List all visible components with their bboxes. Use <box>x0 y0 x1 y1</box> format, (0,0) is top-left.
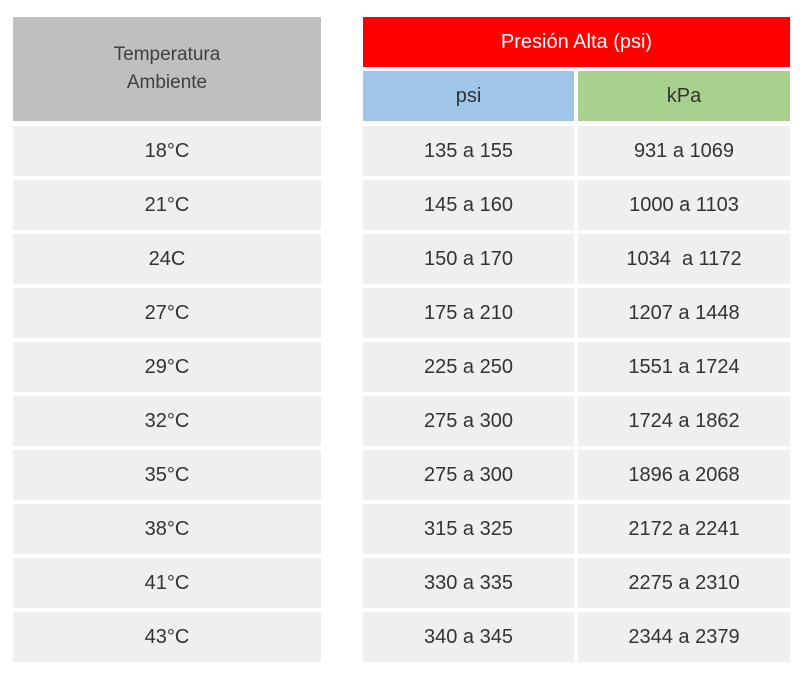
table-row: 315 a 325 2172 a 2241 <box>363 504 790 554</box>
kpa-header: kPa <box>578 71 790 121</box>
temperature-cell: 32°C <box>13 396 321 446</box>
psi-cell: 330 a 335 <box>363 558 574 608</box>
kpa-cell: 2344 a 2379 <box>578 612 790 662</box>
temperature-cell: 35°C <box>13 450 321 500</box>
kpa-cell: 931 a 1069 <box>578 126 790 176</box>
kpa-cell: 2172 a 2241 <box>578 504 790 554</box>
psi-header: psi <box>363 71 574 121</box>
psi-cell: 135 a 155 <box>363 126 574 176</box>
psi-cell: 145 a 160 <box>363 180 574 230</box>
psi-cell: 275 a 300 <box>363 396 574 446</box>
psi-cell: 225 a 250 <box>363 342 574 392</box>
temperature-cell: 29°C <box>13 342 321 392</box>
psi-cell: 315 a 325 <box>363 504 574 554</box>
temperature-cell: 21°C <box>13 180 321 230</box>
table-row: 175 a 210 1207 a 1448 <box>363 288 790 338</box>
kpa-cell: 2275 a 2310 <box>578 558 790 608</box>
temperature-column: Temperatura Ambiente 18°C 21°C 24C 27°C … <box>13 17 321 666</box>
temperature-cell: 27°C <box>13 288 321 338</box>
temperature-cell: 38°C <box>13 504 321 554</box>
kpa-cell: 1896 a 2068 <box>578 450 790 500</box>
temperature-cell: 24C <box>13 234 321 284</box>
temperature-cell: 18°C <box>13 126 321 176</box>
table-row: 29°C <box>13 342 321 392</box>
table-row: 150 a 170 1034 a 1172 <box>363 234 790 284</box>
kpa-cell: 1724 a 1862 <box>578 396 790 446</box>
temperature-cell: 41°C <box>13 558 321 608</box>
table-row: 32°C <box>13 396 321 446</box>
table-row: 35°C <box>13 450 321 500</box>
kpa-cell: 1034 a 1172 <box>578 234 790 284</box>
table-row: 24C <box>13 234 321 284</box>
table-row: 145 a 160 1000 a 1103 <box>363 180 790 230</box>
kpa-cell: 1551 a 1724 <box>578 342 790 392</box>
table-row: 38°C <box>13 504 321 554</box>
table-row: 18°C <box>13 126 321 176</box>
psi-cell: 275 a 300 <box>363 450 574 500</box>
table-row: 275 a 300 1724 a 1862 <box>363 396 790 446</box>
table-row: 27°C <box>13 288 321 338</box>
table-row: 41°C <box>13 558 321 608</box>
table-row: 340 a 345 2344 a 2379 <box>363 612 790 662</box>
table-row: 225 a 250 1551 a 1724 <box>363 342 790 392</box>
psi-cell: 340 a 345 <box>363 612 574 662</box>
table-row: 43°C <box>13 612 321 662</box>
psi-cell: 150 a 170 <box>363 234 574 284</box>
temperature-header: Temperatura Ambiente <box>13 17 321 121</box>
table-row: 21°C <box>13 180 321 230</box>
table-row: 275 a 300 1896 a 2068 <box>363 450 790 500</box>
temperature-rows: 18°C 21°C 24C 27°C 29°C 32°C 35°C 38°C 4… <box>13 126 321 662</box>
table-row: 135 a 155 931 a 1069 <box>363 126 790 176</box>
psi-cell: 175 a 210 <box>363 288 574 338</box>
table-row: 330 a 335 2275 a 2310 <box>363 558 790 608</box>
temperature-cell: 43°C <box>13 612 321 662</box>
kpa-cell: 1000 a 1103 <box>578 180 790 230</box>
pressure-rows: 135 a 155 931 a 1069 145 a 160 1000 a 11… <box>363 126 790 662</box>
unit-headers: psi kPa <box>363 71 790 121</box>
pressure-table: Presión Alta (psi) psi kPa 135 a 155 931… <box>363 17 790 666</box>
pressure-header: Presión Alta (psi) <box>363 17 790 67</box>
kpa-cell: 1207 a 1448 <box>578 288 790 338</box>
